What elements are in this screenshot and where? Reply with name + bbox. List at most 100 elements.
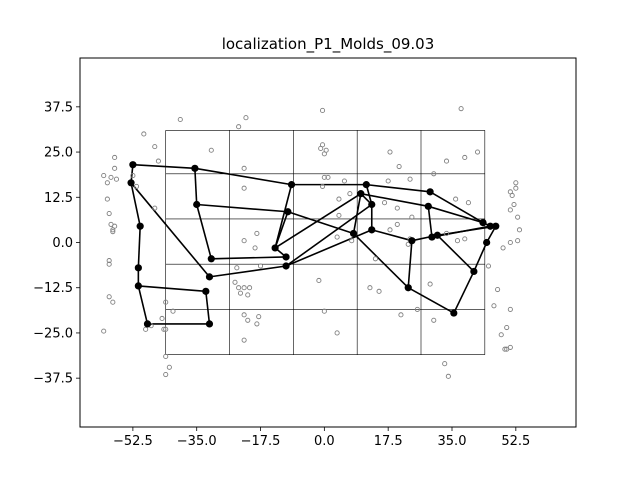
network-edge [274, 184, 293, 249]
network-node [483, 238, 491, 247]
data-point [245, 292, 251, 298]
data-point [163, 326, 169, 332]
data-point [431, 317, 437, 323]
data-point [409, 214, 415, 220]
data-point [396, 163, 402, 170]
data-point [141, 131, 147, 137]
network-node [127, 179, 135, 187]
y-tick-label: 37.5 [44, 100, 73, 115]
data-point [110, 227, 116, 233]
data-point [336, 196, 342, 202]
data-point [474, 149, 481, 155]
data-point [381, 200, 388, 206]
x-tick-label: −52.5 [113, 434, 153, 449]
data-point [254, 230, 260, 237]
network-node [143, 320, 152, 328]
y-tick-label: −12.5 [33, 281, 73, 296]
network-node [284, 208, 292, 216]
network-node [282, 262, 290, 270]
data-point [161, 326, 167, 332]
data-point [458, 106, 464, 112]
network-node [357, 190, 365, 198]
data-point [243, 115, 249, 121]
network-node [207, 255, 215, 263]
data-point [163, 371, 169, 378]
y-axis: 37.5 25.0 12.5 0.0 −12.5 −25.0 −37.5 [33, 100, 80, 387]
network-edge [194, 167, 292, 186]
data-point [130, 173, 136, 179]
network-node [134, 264, 142, 272]
data-point [241, 337, 247, 343]
data-point [108, 174, 114, 180]
data-point [443, 158, 450, 164]
network-edge [205, 291, 211, 324]
network-node [408, 237, 416, 245]
x-axis: −52.5 −35.0 −17.5 0.0 17.5 35.0 52.5 [113, 427, 530, 449]
network-edge [360, 192, 429, 208]
network-node [368, 200, 376, 209]
network-node [282, 253, 290, 261]
data-point [112, 165, 118, 171]
data-point [143, 326, 149, 332]
data-point [465, 200, 471, 206]
data-point [106, 211, 112, 217]
data-point [110, 299, 116, 305]
data-point [232, 279, 238, 285]
data-point [321, 151, 327, 157]
data-point [407, 176, 413, 182]
x-tick-label: 17.5 [374, 434, 403, 449]
network-edge [137, 226, 141, 268]
network-nodes [127, 161, 500, 328]
network-node [368, 226, 376, 234]
y-tick-label: 0.0 [52, 236, 73, 251]
data-point [513, 185, 519, 191]
data-point [511, 201, 517, 208]
network-edge [287, 210, 354, 235]
data-point [515, 238, 521, 244]
network-node [450, 309, 458, 317]
network-edge [429, 191, 484, 224]
network-node [202, 287, 210, 295]
data-point [394, 205, 400, 211]
network-edge [211, 256, 287, 260]
data-point [163, 353, 169, 360]
data-point [507, 239, 513, 246]
data-point [241, 165, 247, 171]
data-point [236, 124, 242, 130]
network-edge [352, 193, 362, 234]
network-node [349, 229, 358, 238]
network-node [271, 244, 279, 252]
data-point [316, 277, 322, 284]
data-point [453, 196, 459, 202]
data-point [163, 299, 169, 305]
data-point [462, 236, 468, 242]
network-node [428, 233, 436, 241]
data-point [376, 288, 382, 294]
data-point [321, 174, 327, 180]
network-edge [138, 285, 206, 293]
data-point [106, 294, 112, 300]
data-point [507, 306, 513, 312]
network-node [129, 161, 137, 169]
network-edge [209, 265, 287, 278]
y-tick-label: 12.5 [44, 191, 73, 206]
y-tick-label: −25.0 [33, 326, 73, 341]
network-node [193, 200, 201, 209]
data-point [104, 180, 110, 186]
data-point [485, 263, 492, 269]
network-edge [371, 229, 413, 242]
data-point [498, 332, 504, 338]
data-point [500, 245, 506, 251]
data-point [427, 281, 433, 287]
network-node [287, 181, 296, 189]
data-point [236, 285, 242, 291]
network-edge [436, 234, 475, 273]
network-node [404, 284, 412, 292]
data-point [237, 290, 244, 296]
data-point [152, 205, 158, 211]
data-point [516, 227, 523, 233]
data-point [325, 174, 331, 180]
data-point [241, 185, 247, 191]
data-point [443, 230, 450, 237]
